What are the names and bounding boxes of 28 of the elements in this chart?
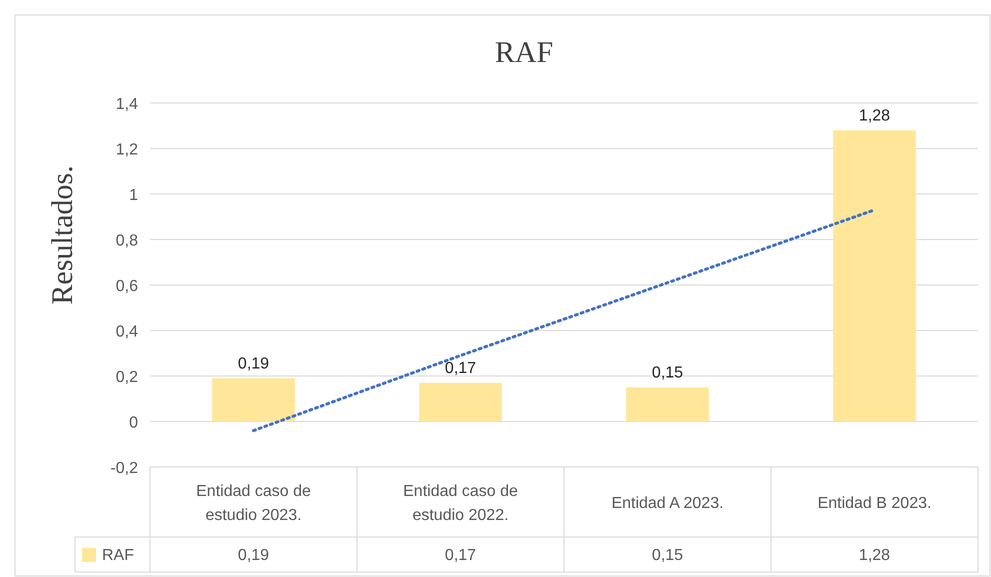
y-tick-label: 0,8 bbox=[116, 232, 138, 250]
y-tick-label: 0,6 bbox=[116, 278, 138, 295]
y-tick-label: 0 bbox=[129, 414, 138, 432]
x-tick-label: Entidad A 2023. bbox=[611, 495, 724, 512]
text: 0,15 bbox=[652, 364, 684, 382]
y-tick-label: 1,2 bbox=[116, 142, 138, 158]
bar bbox=[626, 387, 709, 422]
x-tick-label: Entidad caso de estudio 2023. bbox=[196, 483, 311, 524]
x-tick-label: Entidad caso de estudio 2022. bbox=[403, 483, 518, 524]
data-label: 0,15 bbox=[652, 547, 684, 564]
data-label: 0,17 bbox=[444, 547, 476, 564]
y-tick-label: 1 bbox=[129, 187, 138, 204]
x-tick-label: Entidad B 2023. bbox=[818, 495, 932, 512]
bar bbox=[833, 130, 916, 422]
y-axis-title: Resultados. bbox=[46, 165, 79, 305]
y-tick-label: -0,2 bbox=[110, 460, 138, 477]
data-label: 0,19 bbox=[238, 547, 270, 564]
data-label: 1,28 bbox=[858, 547, 890, 564]
bar bbox=[419, 382, 502, 422]
text: 0,17 bbox=[444, 360, 476, 377]
y-tick-label: 0,2 bbox=[116, 369, 138, 386]
bar bbox=[212, 378, 295, 422]
legend-label: RAF bbox=[102, 547, 134, 564]
y-tick-label: 1,4 bbox=[116, 96, 138, 113]
y-tick-label: 0,4 bbox=[116, 324, 138, 340]
text: 1,28 bbox=[858, 107, 890, 124]
chart-title: RAF bbox=[494, 36, 554, 69]
text: 0,19 bbox=[238, 355, 270, 372]
